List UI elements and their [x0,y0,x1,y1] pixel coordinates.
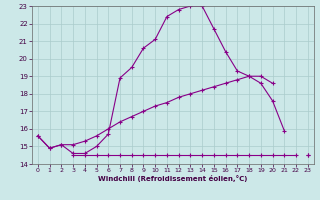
X-axis label: Windchill (Refroidissement éolien,°C): Windchill (Refroidissement éolien,°C) [98,175,247,182]
